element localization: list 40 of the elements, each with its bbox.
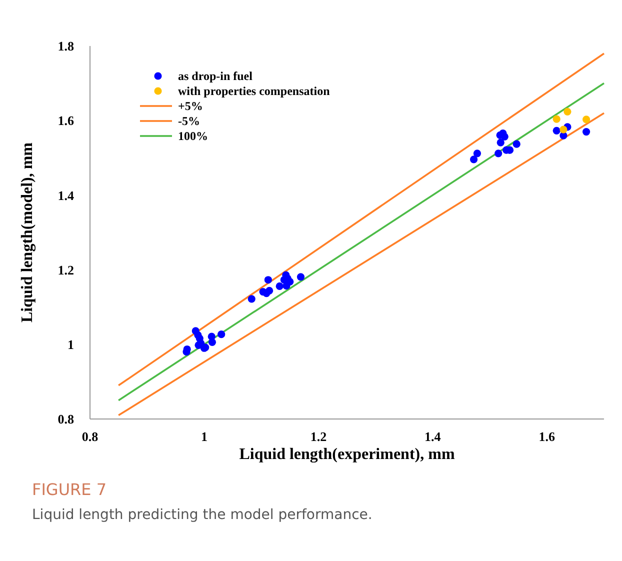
point: [564, 108, 572, 116]
caption: FIGURE 7: [32, 480, 107, 499]
text: Liquid length predicting the model performance.: [32, 507, 372, 523]
x-tick-label: 0.8: [82, 429, 99, 444]
point: [296, 273, 305, 281]
point: [470, 156, 478, 164]
x-tick-label: 1.2: [310, 429, 327, 444]
x-tick-label: 1.4: [424, 429, 442, 444]
legend-label: +5%: [178, 99, 203, 114]
y-tick-label: 1.2: [58, 262, 74, 278]
y-axis-title: Liquid length(model), mm: [19, 142, 36, 323]
y-tick-label: 1.4: [58, 188, 74, 203]
y-tick-label: 1.8: [58, 38, 74, 54]
point: [282, 282, 290, 290]
point: [500, 132, 508, 140]
y-tick-label: 0.8: [58, 412, 74, 427]
point: [473, 150, 482, 158]
legend-label: with properties compensation: [178, 84, 330, 98]
point: [276, 282, 284, 290]
point: [552, 126, 560, 134]
point: [266, 286, 274, 294]
point: [552, 115, 560, 123]
point: [496, 138, 504, 146]
point: [494, 150, 502, 158]
y-tick-label: 1: [68, 336, 74, 352]
point: [264, 276, 272, 284]
x-tick-label: 1.6: [538, 429, 556, 444]
point: [208, 338, 216, 346]
point: [582, 116, 590, 124]
legend-label: -5%: [178, 114, 200, 128]
point: [218, 330, 226, 338]
x-axis-title: Liquid length(experiment), mm: [239, 446, 456, 463]
point: [248, 295, 256, 303]
point: [582, 128, 590, 136]
legend-label: as drop-in fuel: [178, 69, 254, 84]
point: [512, 140, 520, 148]
point: [560, 126, 568, 134]
x-tick-label: 1: [200, 429, 208, 444]
y-tick-label: 1.6: [58, 113, 74, 128]
legend-label: 100%: [178, 129, 208, 144]
